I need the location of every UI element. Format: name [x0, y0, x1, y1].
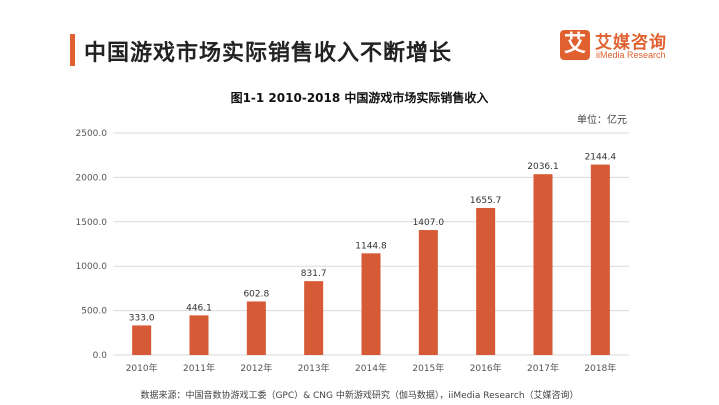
bar: [189, 315, 209, 355]
data-label: 2036.1: [527, 162, 559, 172]
x-tick-label: 2017年: [527, 362, 559, 374]
x-tick-label: 2011年: [183, 362, 215, 374]
y-tick-label: 2500.0: [76, 129, 108, 139]
data-label: 831.7: [301, 269, 327, 279]
page-title: 中国游戏市场实际销售收入不断增长: [84, 41, 453, 66]
data-label: 2144.4: [585, 153, 617, 163]
bar: [132, 325, 152, 355]
title-accent-bar: [70, 34, 75, 66]
y-tick-label: 500.0: [81, 307, 107, 317]
logo-mark-icon: 艾: [560, 30, 590, 60]
data-label: 602.8: [243, 289, 269, 299]
x-tick-label: 2016年: [470, 362, 502, 374]
data-label: 1144.8: [355, 241, 387, 251]
bar: [304, 281, 324, 355]
x-tick-label: 2018年: [584, 362, 616, 374]
data-label: 333.0: [129, 313, 155, 323]
chart-title: 图1-1 2010-2018 中国游戏市场实际销售收入: [230, 91, 489, 105]
bar: [246, 301, 266, 355]
y-tick-label: 2000.0: [76, 173, 108, 183]
x-tick-label: 2015年: [412, 362, 444, 374]
bar: [476, 207, 496, 355]
x-tick-label: 2012年: [240, 362, 272, 374]
bar: [361, 253, 381, 355]
logo-subtitle: iiMedia Research: [596, 50, 666, 60]
source-note: 数据来源：中国音数协游戏工委（GPC）& CNG 中新游戏研究（伽马数据），ii…: [140, 391, 579, 401]
y-tick-label: 1500.0: [76, 218, 108, 228]
data-label: 1655.7: [470, 196, 502, 206]
data-label: 1407.0: [413, 218, 445, 228]
x-tick-label: 2014年: [355, 362, 387, 374]
x-tick-label: 2013年: [298, 362, 330, 374]
y-tick-label: 0.0: [93, 351, 108, 361]
x-tick-label: 2010年: [126, 362, 158, 374]
data-label: 446.1: [186, 303, 212, 313]
bar: [590, 164, 610, 355]
brand-logo: 艾 艾媒咨询 iiMedia Research: [560, 28, 700, 68]
y-tick-label: 1000.0: [76, 262, 108, 272]
bar: [418, 230, 438, 355]
logo-name: 艾媒咨询: [595, 33, 667, 53]
bar: [533, 174, 553, 355]
unit-label: 单位：亿元: [577, 115, 627, 126]
